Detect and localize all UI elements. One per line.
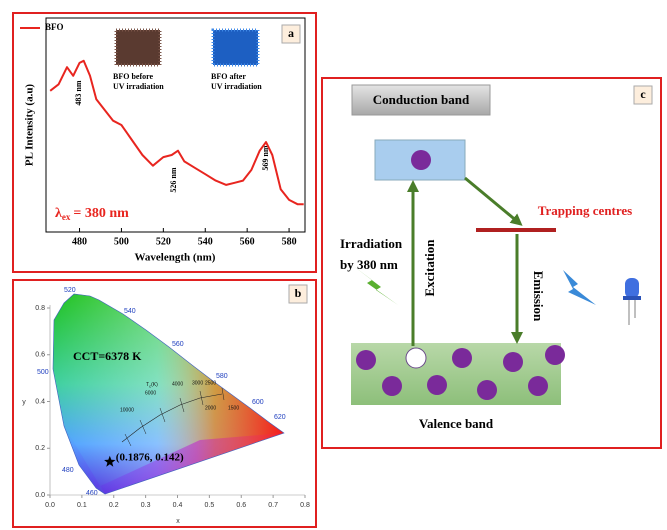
wavelength-label: 500 bbox=[37, 369, 49, 376]
cct-value: 1500 bbox=[228, 405, 239, 411]
y-tick-label: 0.8 bbox=[35, 305, 45, 312]
cct-annotation: CCT=6378 K bbox=[73, 349, 142, 363]
x-tick-label: 500 bbox=[114, 236, 129, 247]
wavelength-label: 620 bbox=[274, 414, 286, 421]
excitation-label: λex= 380 nm bbox=[55, 206, 129, 222]
x-tick-label: 580 bbox=[282, 236, 297, 247]
electron bbox=[411, 150, 431, 170]
electron bbox=[503, 352, 523, 372]
x-tick-label: 560 bbox=[240, 236, 255, 247]
conduction-band-label: Conduction band bbox=[373, 92, 470, 107]
panel-a-frame bbox=[13, 13, 316, 272]
cct-value: 10000 bbox=[120, 407, 134, 413]
x-tick-label: 0.3 bbox=[141, 502, 151, 509]
y-axis-label: y bbox=[22, 399, 26, 406]
cct-unit: (K) bbox=[151, 382, 158, 388]
electron bbox=[452, 348, 472, 368]
x-tick-label: 0.0 bbox=[45, 502, 55, 509]
inset-image-after bbox=[213, 30, 258, 65]
y-tick-label: 0.4 bbox=[35, 398, 45, 405]
excitation-label: Excitation bbox=[422, 239, 437, 297]
cct-value: 2000 bbox=[205, 405, 216, 411]
trapping-label: Trapping centres bbox=[538, 203, 633, 218]
x-tick-label: 0.2 bbox=[109, 502, 119, 509]
x-tick-label: 480 bbox=[72, 236, 87, 247]
wavelength-label: 520 bbox=[64, 287, 76, 294]
x-axis-label: x bbox=[176, 518, 180, 525]
electron bbox=[545, 345, 565, 365]
cct-axis-label: Tc(K) bbox=[146, 382, 158, 388]
emission-label: Emission bbox=[531, 271, 546, 322]
electron bbox=[356, 350, 376, 370]
x-tick-label: 540 bbox=[198, 236, 213, 247]
x-tick-label: 0.5 bbox=[205, 502, 215, 509]
electron bbox=[427, 375, 447, 395]
electron bbox=[382, 376, 402, 396]
x-tick-label: 0.6 bbox=[236, 502, 246, 509]
plot-frame bbox=[46, 18, 305, 232]
inset-caption: UV irradiation bbox=[211, 82, 262, 91]
y-tick-label: 0.0 bbox=[35, 492, 45, 499]
wavelength-label: 460 bbox=[86, 490, 98, 497]
lightning-blue bbox=[563, 270, 596, 305]
legend-label: BFO bbox=[45, 22, 64, 32]
wavelength-label: 540 bbox=[124, 308, 136, 315]
peak-label: 526 nm bbox=[169, 167, 178, 192]
hole bbox=[406, 348, 426, 368]
y-tick-label: 0.2 bbox=[35, 445, 45, 452]
point-label: (0.1876, 0.142) bbox=[116, 451, 184, 463]
led-icon bbox=[623, 278, 641, 325]
led-base bbox=[623, 296, 641, 300]
panel-label: c bbox=[640, 87, 646, 101]
panel-label: a bbox=[288, 26, 294, 40]
x-tick-label: 0.4 bbox=[173, 502, 183, 509]
wavelength-label: 580 bbox=[216, 373, 228, 380]
wavelength-label: 600 bbox=[252, 399, 264, 406]
inset-image-before bbox=[116, 30, 160, 65]
cct-value: 2500 bbox=[205, 380, 216, 386]
peak-label: 483 nm bbox=[74, 80, 83, 105]
led-body bbox=[625, 278, 639, 298]
cie-locus bbox=[53, 294, 284, 494]
relaxation-arrow bbox=[465, 178, 518, 222]
wavelength-label: 560 bbox=[172, 341, 184, 348]
inset-caption: BFO after bbox=[211, 72, 246, 81]
valence-band-label: Valence band bbox=[419, 416, 494, 431]
wavelength-label: 480 bbox=[62, 467, 74, 474]
figure: a Wavelength (nm) PL Intensity (a.u) BFO… bbox=[0, 0, 667, 530]
cct-value: 6000 bbox=[145, 390, 156, 396]
cct-value: 3000 bbox=[192, 380, 203, 386]
x-axis-label: Wavelength (nm) bbox=[135, 252, 216, 264]
x-tick-label: 0.1 bbox=[77, 502, 87, 509]
x-tick-label: 0.8 bbox=[300, 502, 310, 509]
excitation-subscript: ex bbox=[62, 212, 71, 222]
inset-caption: UV irradiation bbox=[113, 82, 164, 91]
excitation-text: = 380 nm bbox=[73, 206, 129, 221]
panel-label: b bbox=[295, 286, 302, 300]
x-tick-label: 520 bbox=[156, 236, 171, 247]
irradiation-label: by 380 nm bbox=[340, 257, 398, 272]
inset-caption: BFO before bbox=[113, 72, 154, 81]
electron bbox=[528, 376, 548, 396]
cct-value: 4000 bbox=[172, 381, 183, 387]
x-tick-label: 0.7 bbox=[268, 502, 278, 509]
y-axis-label: PL Intensity (a.u) bbox=[24, 84, 36, 167]
irradiation-label: Irradiation bbox=[340, 236, 403, 251]
electron bbox=[477, 380, 497, 400]
y-tick-label: 0.6 bbox=[35, 352, 45, 359]
